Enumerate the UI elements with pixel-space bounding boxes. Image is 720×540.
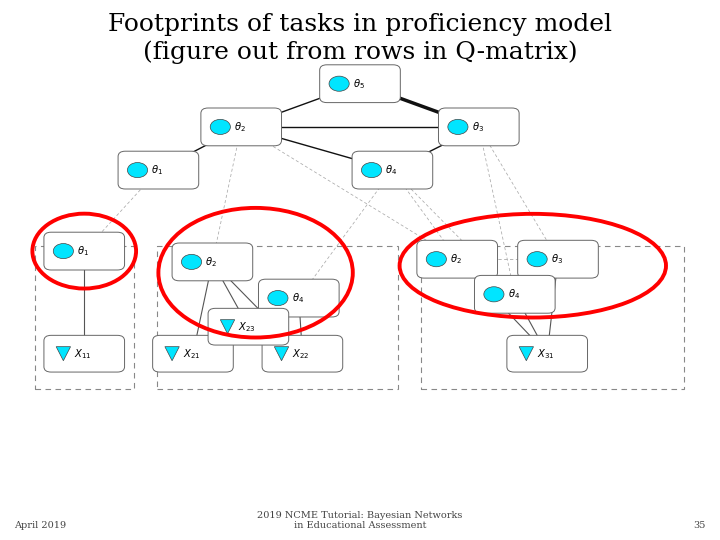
Text: $\theta_1$: $\theta_1$ (151, 163, 163, 177)
Text: $X_{21}$: $X_{21}$ (183, 347, 200, 361)
FancyBboxPatch shape (201, 108, 282, 146)
Text: $\theta_5$: $\theta_5$ (353, 77, 365, 91)
FancyBboxPatch shape (262, 335, 343, 372)
Circle shape (127, 163, 148, 178)
Text: $\theta_1$: $\theta_1$ (77, 244, 89, 258)
Text: $\theta_3$: $\theta_3$ (472, 120, 484, 134)
Polygon shape (220, 320, 235, 334)
Text: $\theta_4$: $\theta_4$ (385, 163, 397, 177)
Text: $X_{23}$: $X_{23}$ (238, 320, 256, 334)
Polygon shape (274, 347, 289, 361)
Text: 2019 NCME Tutorial: Bayesian Networks
in Educational Assessment: 2019 NCME Tutorial: Bayesian Networks in… (257, 511, 463, 530)
FancyBboxPatch shape (172, 243, 253, 281)
Polygon shape (56, 347, 71, 361)
Text: $X_{31}$: $X_{31}$ (537, 347, 554, 361)
Text: 35: 35 (693, 521, 706, 530)
FancyBboxPatch shape (438, 108, 519, 146)
FancyBboxPatch shape (474, 275, 555, 313)
Text: $\theta_3$: $\theta_3$ (551, 252, 563, 266)
Circle shape (484, 287, 504, 302)
Text: $\theta_2$: $\theta_2$ (205, 255, 217, 269)
Circle shape (448, 119, 468, 134)
Text: $\theta_2$: $\theta_2$ (234, 120, 246, 134)
Circle shape (361, 163, 382, 178)
FancyBboxPatch shape (44, 335, 125, 372)
FancyBboxPatch shape (258, 279, 339, 317)
FancyBboxPatch shape (320, 65, 400, 103)
FancyBboxPatch shape (518, 240, 598, 278)
Circle shape (181, 254, 202, 269)
Text: April 2019: April 2019 (14, 521, 66, 530)
FancyBboxPatch shape (417, 240, 498, 278)
FancyBboxPatch shape (208, 308, 289, 345)
FancyBboxPatch shape (44, 232, 125, 270)
FancyBboxPatch shape (507, 335, 588, 372)
Circle shape (210, 119, 230, 134)
Text: $X_{22}$: $X_{22}$ (292, 347, 310, 361)
FancyBboxPatch shape (118, 151, 199, 189)
FancyBboxPatch shape (153, 335, 233, 372)
Circle shape (426, 252, 446, 267)
Polygon shape (165, 347, 179, 361)
Text: Footprints of tasks in proficiency model
(figure out from rows in Q-matrix): Footprints of tasks in proficiency model… (108, 14, 612, 64)
Polygon shape (519, 347, 534, 361)
Circle shape (268, 291, 288, 306)
Circle shape (53, 244, 73, 259)
Text: $X_{11}$: $X_{11}$ (74, 347, 91, 361)
Circle shape (329, 76, 349, 91)
FancyBboxPatch shape (352, 151, 433, 189)
Text: $\theta_4$: $\theta_4$ (508, 287, 520, 301)
Text: $\theta_2$: $\theta_2$ (450, 252, 462, 266)
Circle shape (527, 252, 547, 267)
Text: $\theta_4$: $\theta_4$ (292, 291, 304, 305)
